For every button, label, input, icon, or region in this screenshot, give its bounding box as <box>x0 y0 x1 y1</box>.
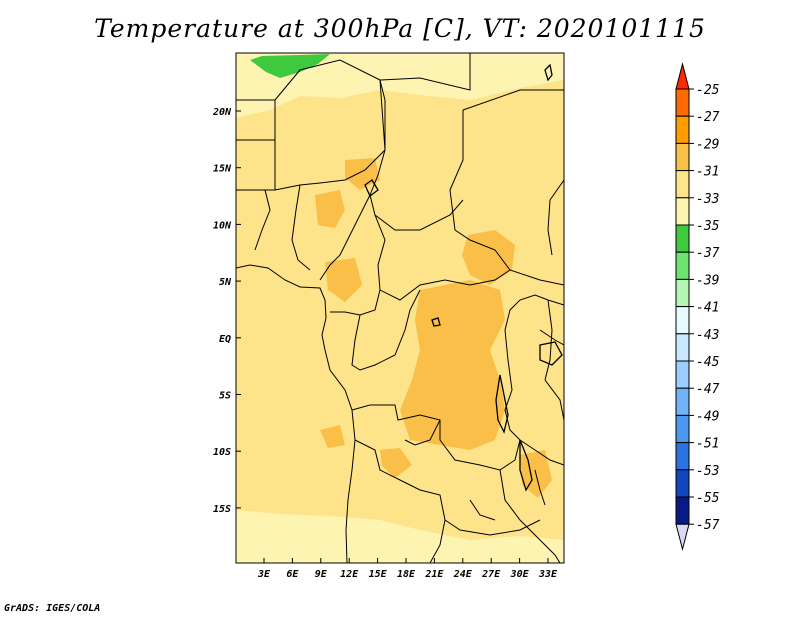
lon-tick-label: 3E <box>257 569 271 580</box>
lat-tick-label: 15S <box>213 504 231 515</box>
field-background <box>236 53 564 563</box>
colorbar-label: -25 <box>696 83 720 98</box>
lon-tick-label: 24E <box>453 569 473 580</box>
colorbar-swatch <box>675 333 690 362</box>
colorbar-swatch <box>675 469 690 498</box>
lon-tick-label: 27E <box>481 569 501 580</box>
colorbar-swatch <box>675 197 690 226</box>
colorbar-label: -49 <box>696 409 719 424</box>
map-frame <box>235 52 565 564</box>
colorbar-label: -45 <box>696 355 720 370</box>
colorbar-swatch <box>675 224 690 253</box>
colorbar-label: -29 <box>696 137 719 152</box>
lon-tick-label: 18E <box>397 569 416 580</box>
colorbar-swatch <box>675 306 690 335</box>
field-green-patch <box>250 54 330 78</box>
temperature-field <box>236 53 564 563</box>
lakes <box>364 63 563 492</box>
lon-tick-label: 15E <box>369 569 388 580</box>
colorbar-label: -51 <box>696 437 719 452</box>
colorbar-label: -31 <box>696 165 719 180</box>
field-warm-chad <box>345 158 380 190</box>
colorbar-swatch <box>675 115 690 144</box>
colorbar-swatch <box>675 251 690 280</box>
colorbar-label: -57 <box>696 518 720 533</box>
field-warm-congo <box>400 280 505 450</box>
field-warm-coast <box>320 425 345 448</box>
colorbar-label: -47 <box>696 382 720 397</box>
colorbar-swatch <box>675 442 690 471</box>
colorbar-label: -43 <box>696 328 719 343</box>
field-warm-north <box>462 230 515 285</box>
colorbar-label: -39 <box>696 273 719 288</box>
lat-tick-label: 10N <box>213 220 232 231</box>
lat-tick-label: 20N <box>212 107 232 118</box>
colorbar-label: -53 <box>696 464 719 479</box>
colorbar-swatch <box>675 170 690 199</box>
lon-tick-label: 33E <box>538 569 558 580</box>
colorbar-label: -27 <box>696 110 720 125</box>
chart-title: Temperature at 300hPa [C], VT: 202010111… <box>94 14 706 43</box>
lon-tick-label: 30E <box>510 569 530 580</box>
lat-tick-label: 5N <box>219 277 232 288</box>
latitude-axis: 20N 15N 10N 5N EQ 5S 10S 15S <box>212 107 241 515</box>
colorbar-label: -37 <box>696 246 720 261</box>
lon-tick-label: 6E <box>286 569 299 580</box>
colorbar-swatch <box>675 88 690 117</box>
lat-tick-label: 5S <box>219 391 231 402</box>
lon-tick-label: 21E <box>424 569 444 580</box>
field-warm-angola <box>380 448 412 478</box>
colorbar-label: -41 <box>696 301 719 316</box>
colorbar-swatch <box>675 496 690 525</box>
colorbar-swatch <box>675 142 690 172</box>
field-warm-cameroon <box>325 258 362 302</box>
colorbar-bottom-arrow <box>675 523 690 552</box>
colorbar-label: -33 <box>696 192 719 207</box>
lat-tick-label: 15N <box>213 164 232 175</box>
colorbar-label: -35 <box>696 219 720 234</box>
lat-tick-label: EQ <box>219 334 231 345</box>
grads-credit: GrADS: IGES/COLA <box>4 603 101 614</box>
longitude-axis: 3E 6E 9E 12E 15E 18E 21E 24E 27E 30E 33E <box>257 558 558 580</box>
field-cool-north <box>236 53 564 118</box>
lon-tick-label: 12E <box>340 569 359 580</box>
field-cool-south <box>236 510 564 563</box>
colorbar-label: -55 <box>696 491 720 506</box>
field-warm-nigeria <box>315 190 345 228</box>
colorbar-swatch <box>675 387 690 416</box>
colorbar-top-arrow <box>675 62 690 90</box>
colorbar-swatch <box>675 360 690 389</box>
colorbar-swatch <box>675 278 690 308</box>
colorbar-swatch <box>675 414 690 444</box>
lon-tick-label: 9E <box>315 569 328 580</box>
country-borders <box>236 53 564 563</box>
lat-tick-label: 10S <box>213 447 231 458</box>
